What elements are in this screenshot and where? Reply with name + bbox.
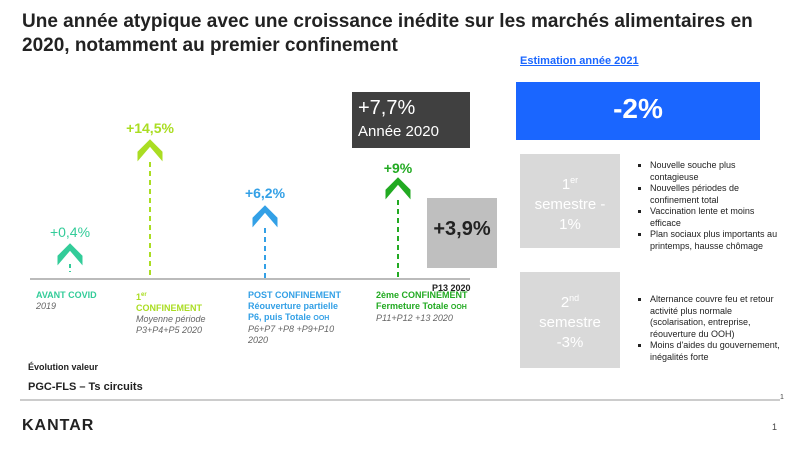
period-label-small: OOH — [313, 315, 330, 322]
bullet: Vaccination lente et moins efficace — [650, 206, 780, 229]
value: +0,4% — [49, 224, 91, 240]
value: +14,5% — [126, 120, 174, 136]
semester-label: semestre - — [534, 196, 606, 213]
bullet: Nouvelles périodes de confinement total — [650, 183, 780, 206]
bullet: Plan sociaux plus importants au printemp… — [650, 229, 780, 252]
bullet: Moins d'aides du gouvernement, inégalité… — [650, 340, 780, 363]
arrow — [57, 243, 83, 272]
period-label: AVANT COVID — [36, 290, 97, 300]
semester-value: 1% — [559, 216, 581, 233]
year-box: +7,7% Année 2020 — [352, 92, 470, 148]
estimate-title: Estimation année 2021 — [520, 55, 639, 67]
footer-scope: PGC-FLS – Ts circuits — [28, 381, 143, 393]
semester-num: 1 — [561, 176, 571, 193]
small-number: 1 — [780, 394, 784, 401]
semester-box: 2nd semestre -3% — [520, 272, 620, 368]
period-sub: Moyenne période P3+P4+P5 2020 — [136, 314, 206, 335]
period-label-small: OOH — [450, 304, 467, 311]
value: +9% — [383, 160, 413, 176]
footer-note: Évolution valeur — [28, 362, 99, 372]
bullet: Alternance couvre feu et retour activité… — [650, 294, 780, 340]
bullet: Nouvelle souche plus contagieuse — [650, 160, 780, 183]
semester-value: -3% — [556, 334, 584, 351]
arrow — [252, 205, 278, 278]
title: Une année atypique avec une croissance i… — [22, 11, 753, 56]
semester-num: 2 — [560, 294, 570, 311]
brand: KANTAR — [22, 417, 95, 434]
period-num: 1 — [136, 292, 142, 302]
estimate-value: -2% — [516, 82, 760, 140]
period-sub: P6+P7 +P8 +P9+P10 2020 — [248, 324, 335, 345]
period-sub: P11+P12 +13 2020 — [376, 313, 453, 323]
p13-label: P13 2020 — [432, 283, 471, 293]
semester-sup: er — [570, 175, 579, 185]
semester-sup: nd — [569, 293, 580, 303]
arrow — [137, 139, 163, 278]
year-label: Année 2020 — [358, 123, 439, 140]
period-sub: 2019 — [36, 301, 57, 311]
semester-box: 1er semestre - 1% — [520, 154, 620, 248]
value: +6,2% — [244, 185, 286, 201]
period-label: CONFINEMENT — [136, 303, 202, 313]
year-value: +7,7% — [358, 97, 416, 119]
period-sup: er — [141, 292, 147, 298]
p13-box: +3,9% — [427, 198, 497, 268]
semester-label: semestre — [539, 314, 601, 331]
arrow — [385, 177, 411, 278]
period-label: POST CONFINEMENT Réouverture partielle P… — [248, 290, 342, 322]
page-number: 1 — [772, 422, 778, 432]
period-label: 2ème CONFINEMENT Fermeture Totale — [376, 290, 468, 311]
